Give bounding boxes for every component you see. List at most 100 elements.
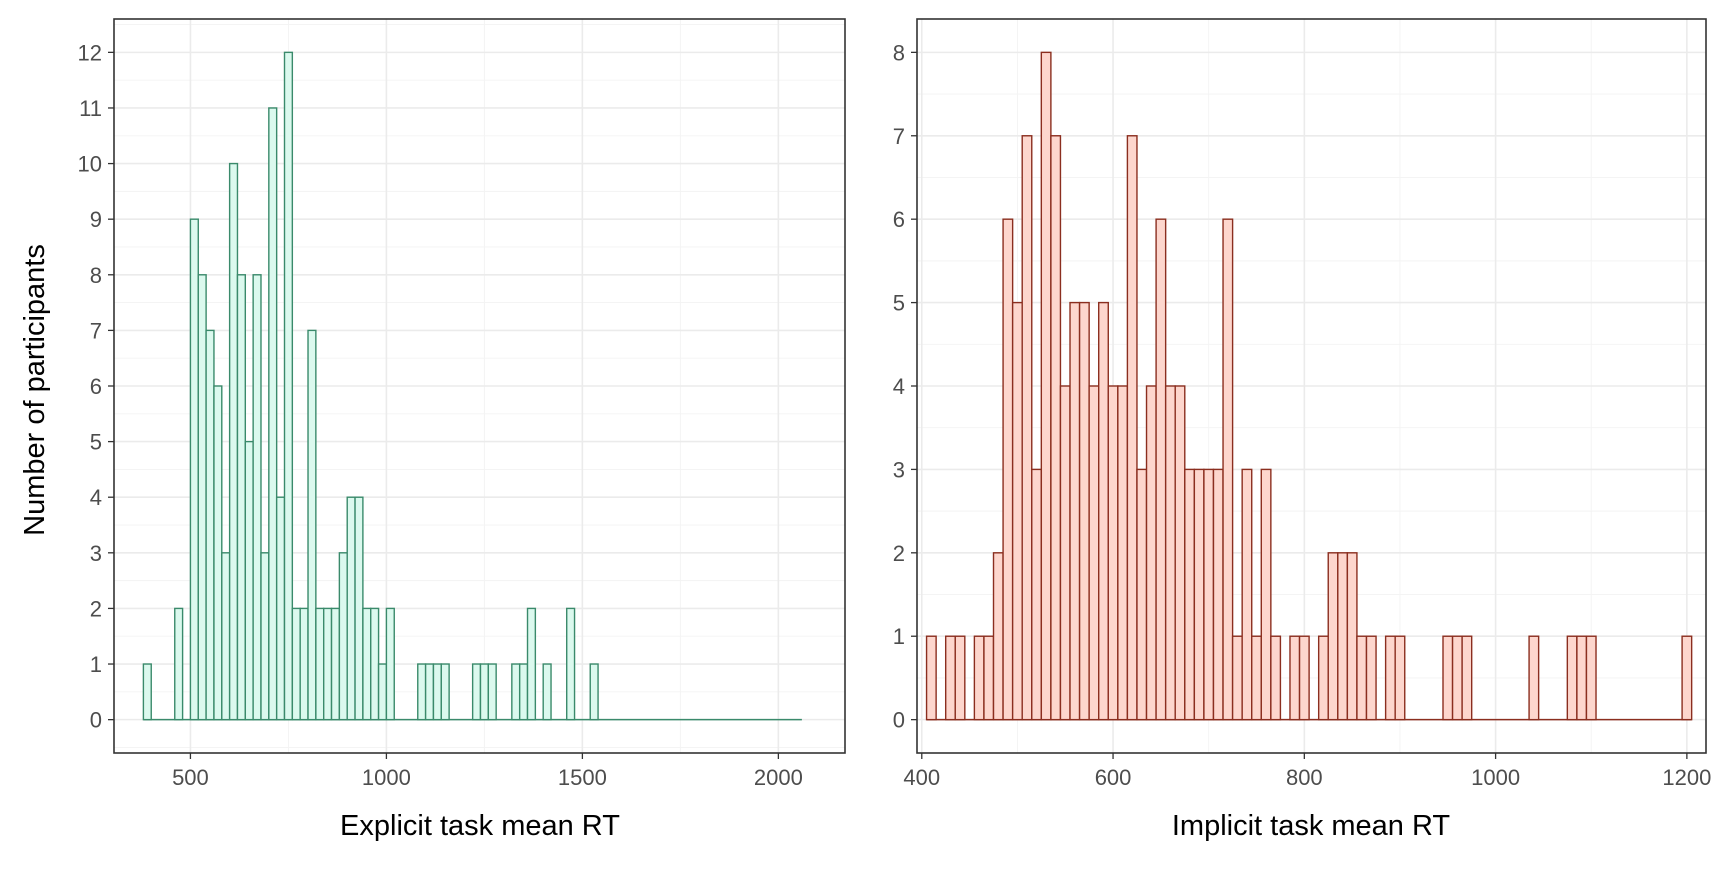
implicit-x-axis-title: Implicit task mean RT: [1172, 810, 1451, 842]
implicit-histogram-bar: [1136, 468, 1148, 721]
implicit-histogram-bar: [1566, 635, 1578, 721]
explicit-histogram-bar: [432, 663, 442, 721]
implicit-histogram-bar: [1317, 635, 1329, 721]
explicit-histogram-bar: [385, 607, 395, 721]
explicit-y-tick-label: 0: [90, 708, 102, 733]
implicit-histogram-bar: [944, 635, 956, 721]
explicit-histogram-bar: [518, 663, 529, 721]
implicit-y-tick-label: 6: [893, 207, 905, 232]
implicit-histogram-bar: [1098, 301, 1109, 721]
explicit-y-tick-label: 5: [90, 430, 102, 455]
explicit-histogram-bar: [417, 663, 427, 721]
implicit-histogram-bar: [1145, 385, 1157, 721]
implicit-histogram-bar: [1088, 385, 1100, 721]
explicit-histogram-bar: [142, 663, 152, 721]
implicit-histogram-bar: [1193, 468, 1205, 721]
explicit-histogram-bar: [511, 663, 521, 721]
implicit-histogram-bar: [1031, 468, 1043, 721]
implicit-histogram-bar: [1576, 635, 1588, 721]
explicit-histogram-bar: [189, 218, 199, 721]
implicit-histogram-bar: [1002, 218, 1014, 721]
implicit-histogram-bar: [1346, 552, 1358, 721]
explicit-y-tick-label: 10: [78, 152, 102, 177]
implicit-histogram-bar: [983, 635, 995, 721]
explicit-histogram-bar: [213, 385, 223, 721]
implicit-y-tick-label: 2: [893, 541, 905, 566]
implicit-histogram-bar: [1069, 301, 1081, 721]
implicit-histogram-bar: [1107, 385, 1119, 721]
implicit-histogram-bar: [1451, 635, 1463, 721]
y-axis-title: Number of participants: [19, 244, 51, 536]
explicit-x-tick-label: 1500: [558, 765, 607, 790]
implicit-histogram-bar: [1078, 301, 1090, 721]
implicit-histogram-bar: [1327, 552, 1339, 721]
implicit-histogram-bar: [954, 635, 966, 721]
explicit-x-tick-label: 500: [172, 765, 209, 790]
explicit-y-tick-label: 4: [90, 485, 102, 510]
explicit-y-tick-label: 2: [90, 596, 102, 621]
implicit-histogram-bar: [1442, 635, 1454, 721]
explicit-histogram-bar: [174, 607, 184, 721]
explicit-histogram-bar: [252, 274, 262, 721]
explicit-histogram-bar: [315, 607, 325, 721]
explicit-y-tick-label: 8: [90, 263, 102, 288]
implicit-histogram-bar: [1681, 635, 1693, 721]
implicit-x-tick-label: 600: [1095, 765, 1132, 790]
implicit-histogram-bar: [1059, 385, 1071, 721]
implicit-histogram-bar: [1174, 385, 1186, 721]
implicit-histogram-bar: [1021, 135, 1033, 721]
explicit-histogram-bar: [221, 552, 231, 721]
implicit-histogram-bar: [1231, 635, 1243, 721]
implicit-y-tick-label: 4: [893, 374, 905, 399]
implicit-x-tick-label: 400: [903, 765, 940, 790]
implicit-histogram-bar: [1298, 635, 1310, 721]
implicit-histogram-bar: [1040, 51, 1052, 721]
implicit-y-tick-label: 7: [893, 124, 905, 149]
implicit-y-tick-label: 3: [893, 457, 905, 482]
implicit-histogram-bar: [973, 635, 985, 721]
explicit-y-tick-label: 3: [90, 541, 102, 566]
explicit-histogram-bar: [291, 607, 301, 721]
implicit-x-tick-label: 1200: [1662, 765, 1711, 790]
explicit-histogram-bar: [487, 663, 497, 721]
explicit-histogram-bar: [377, 663, 388, 721]
implicit-histogram-bar: [992, 552, 1004, 721]
implicit-y-tick-label: 5: [893, 291, 905, 316]
explicit-histogram-bar: [307, 329, 317, 721]
implicit-y-tick-label: 1: [893, 624, 905, 649]
implicit-histogram-bar: [925, 635, 937, 721]
explicit-histogram-bar: [228, 162, 239, 721]
explicit-histogram-bar: [526, 607, 537, 721]
implicit-x-tick-label: 1000: [1471, 765, 1520, 790]
implicit-histogram-bar: [1461, 635, 1473, 721]
explicit-histogram-bar: [362, 607, 372, 721]
explicit-histogram-bar: [370, 607, 380, 721]
implicit-histogram-bar: [1270, 635, 1282, 721]
implicit-histogram-bar: [1126, 135, 1138, 721]
explicit-histogram-bar: [205, 329, 215, 721]
explicit-histogram-bar: [346, 496, 356, 721]
implicit-histogram-bar: [1384, 635, 1396, 721]
explicit-histogram-bar: [197, 274, 207, 721]
explicit-histogram-bar: [542, 663, 552, 721]
implicit-histogram-bar: [1212, 468, 1224, 721]
explicit-histogram-bar: [424, 663, 435, 721]
explicit-y-tick-label: 1: [90, 652, 102, 677]
explicit-histogram-bar: [589, 663, 599, 721]
implicit-histogram-bar: [1394, 635, 1406, 721]
implicit-histogram-bar: [1050, 135, 1062, 721]
implicit-histogram-bar: [1528, 635, 1540, 721]
explicit-y-tick-label: 12: [78, 40, 102, 65]
implicit-y-tick-label: 8: [893, 40, 905, 65]
explicit-histogram-bar: [566, 607, 576, 721]
explicit-histogram-bar: [338, 552, 348, 721]
implicit-x-tick-label: 800: [1286, 765, 1323, 790]
implicit-histogram-bar: [1117, 385, 1129, 721]
explicit-y-tick-label: 7: [90, 318, 102, 343]
implicit-histogram-bar: [1164, 385, 1176, 721]
explicit-histogram-bar: [283, 51, 294, 721]
explicit-histogram-bar: [322, 607, 333, 721]
explicit-histogram-bar: [354, 496, 364, 721]
